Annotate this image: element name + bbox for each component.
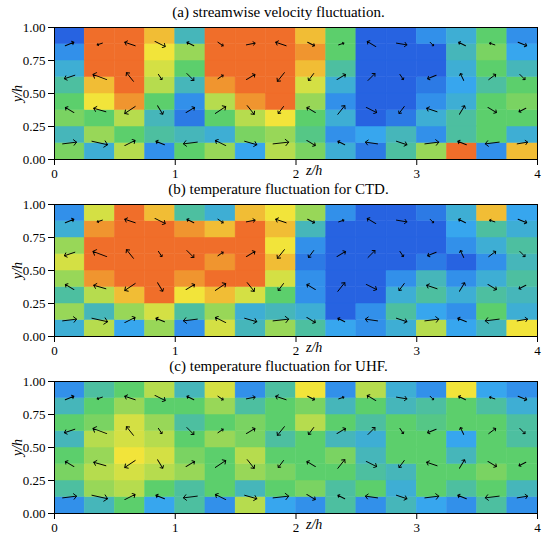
svg-text:0.75: 0.75 [23,407,46,422]
svg-text:0.50: 0.50 [23,263,46,278]
svg-text:0: 0 [51,520,58,535]
svg-text:1: 1 [172,343,179,358]
html-text:(c) temperature fluctuation fo: (c) temperature fluctuation for UHF. [169,358,388,374]
svg-text:4: 4 [534,343,541,358]
svg-text:2: 2 [293,166,300,181]
svg-text:y/h: y/h [10,85,25,104]
svg-text:3: 3 [414,520,421,535]
svg-text:4: 4 [534,166,541,181]
svg-text:3: 3 [414,166,421,181]
svg-text:0: 0 [51,343,58,358]
svg-text:0: 0 [51,166,58,181]
html-text:(b) temperature fluctuation fo: (b) temperature fluctuation for CTD. [168,181,389,197]
svg-text:0.00: 0.00 [23,152,46,167]
svg-text:0.00: 0.00 [23,329,46,344]
svg-text:1.00: 1.00 [23,375,46,389]
svg-text:0.25: 0.25 [23,296,46,311]
svg-text:1.00: 1.00 [23,198,46,212]
svg-text:0.00: 0.00 [23,506,46,521]
svg-text:0.50: 0.50 [23,440,46,455]
svg-text:0.50: 0.50 [23,86,46,101]
svg-text:z/h: z/h [305,163,322,178]
svg-text:4: 4 [534,520,541,535]
svg-text:1: 1 [172,166,179,181]
svg-text:y/h: y/h [10,262,25,281]
svg-text:y/h: y/h [10,439,25,458]
svg-text:1.00: 1.00 [23,21,46,35]
svg-text:0.25: 0.25 [23,119,46,134]
svg-text:z/h: z/h [305,517,322,532]
svg-text:0.25: 0.25 [23,473,46,488]
html-text:(a) streamwise velocity fluctu: (a) streamwise velocity fluctuation. [172,4,385,20]
svg-text:2: 2 [293,343,300,358]
svg-text:2: 2 [293,520,300,535]
svg-text:0.75: 0.75 [23,53,46,68]
svg-text:0.75: 0.75 [23,230,46,245]
svg-text:1: 1 [172,520,179,535]
svg-text:z/h: z/h [305,340,322,355]
svg-text:3: 3 [414,343,421,358]
